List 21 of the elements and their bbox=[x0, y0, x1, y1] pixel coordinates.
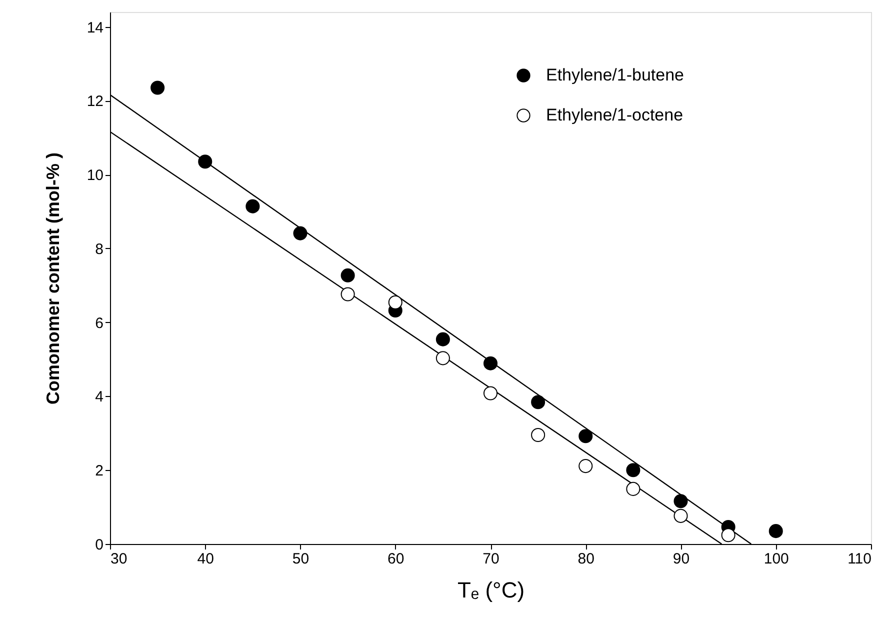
x-tick-label: 50 bbox=[292, 550, 310, 568]
legend-label: Ethylene/1-butene bbox=[546, 66, 684, 84]
legend-label: Ethylene/1-octene bbox=[546, 106, 684, 124]
x-tick-label: 40 bbox=[197, 550, 214, 568]
y-tick-label: 12 bbox=[86, 93, 104, 110]
x-tick-label: 30 bbox=[110, 550, 128, 568]
y-tick-label: 10 bbox=[86, 167, 104, 184]
y-tick-label: 2 bbox=[95, 462, 104, 480]
x-tick-label: 60 bbox=[388, 550, 404, 568]
y-tick-label: 4 bbox=[95, 388, 104, 406]
y-tick-label: 6 bbox=[95, 314, 104, 332]
x-tick-label: 110 bbox=[848, 550, 872, 568]
y-tick-label: 0 bbox=[95, 536, 104, 554]
x-tick-label: 90 bbox=[672, 550, 690, 568]
x-tick-label: 80 bbox=[578, 550, 594, 568]
x-axis-title: Tₑ (°C) bbox=[457, 578, 525, 602]
x-tick-label: 100 bbox=[764, 550, 789, 568]
x-tick-label: 70 bbox=[482, 550, 500, 568]
y-axis-title: Comonomer content (mol-% ) bbox=[42, 152, 63, 404]
y-tick-label: 8 bbox=[95, 240, 104, 258]
y-tick-label: 14 bbox=[86, 19, 104, 36]
